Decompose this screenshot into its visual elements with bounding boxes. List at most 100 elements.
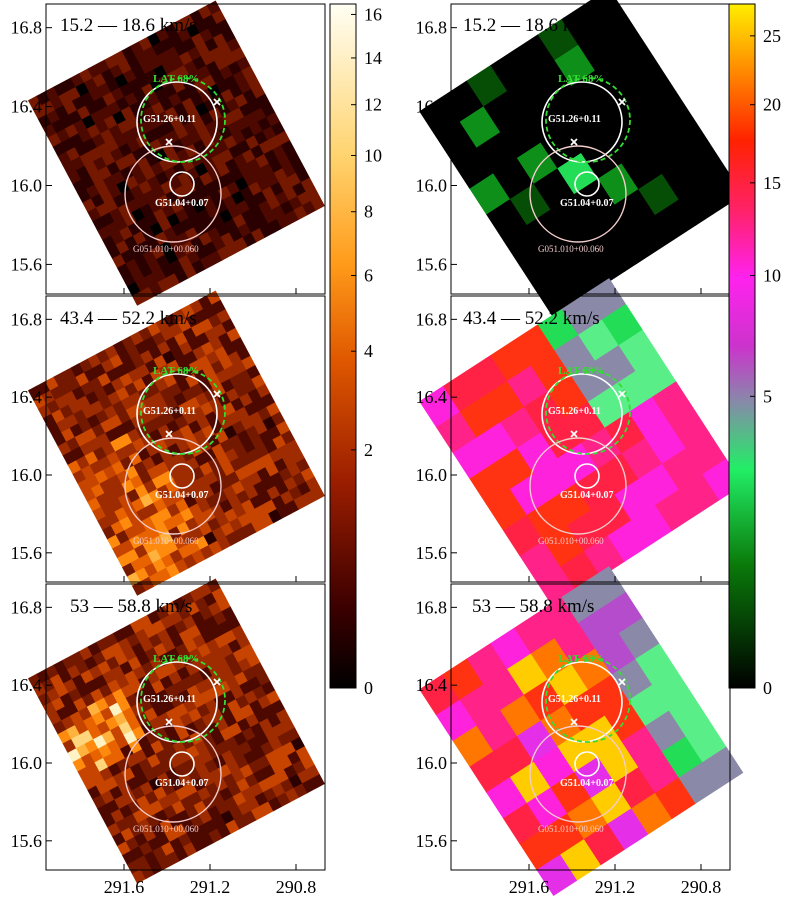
g5104-label: G51.04+0.07 [560, 778, 613, 789]
y-tick-label: 16.4 [416, 387, 448, 407]
g051010-circle [124, 437, 222, 535]
g5104-circle [169, 463, 195, 489]
colorbar-tick-label: 10 [763, 266, 781, 286]
colorbar-tick-label: 4 [364, 341, 373, 361]
lat-circle [140, 657, 226, 743]
y-tick-label: 16.4 [416, 675, 448, 695]
colorbar-tick-label: 15 [763, 173, 781, 193]
colorbar-tick-label: 20 [763, 95, 781, 115]
lat-circle [545, 657, 631, 743]
g5126-label: G51.26+0.11 [548, 406, 601, 417]
colorbar-tick-label: 8 [364, 202, 373, 222]
lat-circle [545, 77, 631, 163]
cross-marker [165, 430, 173, 438]
g5104-label: G51.04+0.07 [560, 198, 613, 209]
y-tick-label: 15.6 [11, 543, 43, 563]
colorbar-tick-label: 16 [364, 4, 382, 24]
y-tick-label: 16.8 [11, 309, 43, 329]
lat-circle [545, 369, 631, 455]
g051010-label: G051.010+00.060 [133, 824, 199, 834]
lat-circle [140, 369, 226, 455]
lat-label: LAT 68% [153, 73, 199, 85]
region-overlay: LAT 68% G51.26+0.11 G51.04+0.07 G051.010+00… [529, 73, 631, 254]
intensity-map [27, 290, 325, 596]
g5126-circle [541, 373, 623, 455]
colorbar-tick-label: 10 [364, 146, 382, 166]
lat-circle [140, 77, 226, 163]
y-tick-label: 15.6 [11, 254, 43, 274]
y-tick-label: 16.4 [11, 675, 43, 695]
y-tick-label: 15.6 [416, 543, 448, 563]
g5126-label: G51.26+0.11 [143, 406, 196, 417]
panel-label: 15.2 — 18.6 km/s [463, 15, 600, 36]
lat-label: LAT 68% [558, 653, 604, 665]
lat-label: LAT 68% [558, 73, 604, 85]
colorbar-tick-label: 12 [364, 95, 382, 115]
x-tick-label: 291.2 [190, 877, 231, 897]
g051010-label: G051.010+00.060 [133, 244, 199, 254]
cross-marker [618, 98, 626, 106]
g5126-label: G51.26+0.11 [143, 694, 196, 705]
x-tick-label: 290.8 [276, 877, 317, 897]
cross-marker [213, 98, 221, 106]
g5126-label: G51.26+0.11 [548, 114, 601, 125]
cross-marker [165, 718, 173, 726]
y-tick-label: 15.6 [416, 831, 448, 851]
y-tick-label: 16.8 [416, 309, 448, 329]
y-tick-label: 16.0 [416, 465, 448, 485]
panel-label: 15.2 — 18.6 km/s [60, 15, 197, 36]
intensity-map [27, 0, 325, 306]
g5126-circle [136, 661, 218, 743]
y-tick-label: 16.4 [416, 97, 448, 117]
intensity-map [419, 0, 744, 319]
y-tick-label: 16.4 [11, 97, 43, 117]
g051010-label: G051.010+00.060 [538, 824, 604, 834]
g051010-label: G051.010+00.060 [538, 244, 604, 254]
g5104-circle [169, 751, 195, 777]
y-tick-label: 16.8 [11, 597, 43, 617]
g5104-circle [169, 171, 195, 197]
y-tick-label: 16.4 [11, 387, 43, 407]
panel-label: 53 — 58.8 km/s [472, 596, 594, 617]
y-tick-label: 15.6 [11, 831, 43, 851]
y-tick-label: 16.0 [11, 465, 43, 485]
g051010-circle [529, 437, 627, 535]
colorbar: 0 2 4 6 8 10 12 14 16 [329, 3, 382, 698]
y-tick-label: 16.8 [416, 18, 448, 38]
region-overlay: LAT 68% G51.26+0.11 G51.04+0.07 G051.010+00… [124, 73, 226, 254]
y-tick-label: 16.0 [416, 753, 448, 773]
cross-marker [570, 138, 578, 146]
intensity-map [27, 578, 325, 884]
intensity-map [419, 566, 744, 897]
g051010-circle [529, 145, 627, 243]
y-tick-label: 16.8 [416, 597, 448, 617]
g051010-circle [124, 145, 222, 243]
g5104-circle [574, 751, 600, 777]
g5104-label: G51.04+0.07 [155, 490, 208, 501]
colorbar-tick-label: 2 [364, 440, 373, 460]
panel-frame [45, 295, 326, 583]
g051010-label: G051.010+00.060 [538, 536, 604, 546]
g5126-label: G51.26+0.11 [548, 694, 601, 705]
panel-frame [45, 583, 326, 871]
x-tick-label: 291.6 [509, 877, 550, 897]
cross-marker [570, 718, 578, 726]
colorbar: 0 5 10 15 20 25 [728, 3, 781, 698]
g5104-label: G51.04+0.07 [155, 778, 208, 789]
g051010-label: G051.010+00.060 [133, 536, 199, 546]
g5104-circle [574, 171, 600, 197]
panel-label: 43.4 — 52.2 km/s [60, 308, 197, 329]
colorbar-tick-label: 5 [763, 386, 772, 406]
lat-label: LAT 68% [153, 365, 199, 377]
region-overlay: LAT 68% G51.26+0.11 G51.04+0.07 G051.010+00… [124, 653, 226, 834]
y-tick-label: 16.0 [11, 753, 43, 773]
y-tick-label: 16.0 [416, 175, 448, 195]
cross-marker [618, 390, 626, 398]
y-tick-label: 15.6 [416, 254, 448, 274]
g5104-circle [574, 463, 600, 489]
colorbar-tick-label: 14 [364, 48, 382, 68]
g051010-circle [529, 725, 627, 823]
g051010-circle [124, 725, 222, 823]
x-tick-label: 291.6 [104, 877, 145, 897]
g5126-label: G51.26+0.11 [143, 114, 196, 125]
